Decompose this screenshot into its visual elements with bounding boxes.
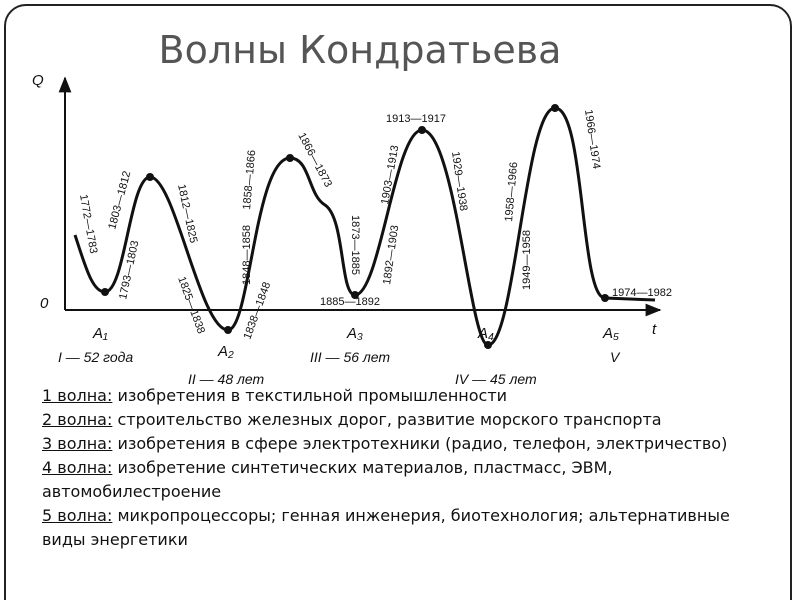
slide-title: Волны Кондратьева: [158, 28, 562, 72]
wave-list: 1 волна: изобретения в текстильной промы…: [42, 384, 762, 552]
item-text: изобретения в текстильной промышленности: [117, 386, 508, 405]
origin-label: 0: [40, 295, 49, 312]
point-label: A₁: [92, 325, 108, 342]
list-item: 2 волна: строительство железных дорог, р…: [42, 408, 762, 432]
date-label: 1866—1873: [295, 131, 334, 190]
item-text: микропроцессоры; генная инженерия, биоте…: [42, 506, 730, 549]
y-axis-label: Q: [32, 72, 44, 89]
curve-dots: [101, 104, 609, 349]
date-label: 1913—1917: [386, 113, 446, 125]
wave-label: II — 48 лет: [188, 371, 265, 387]
item-label: 4 волна:: [42, 458, 113, 477]
date-label: 1812—1825: [175, 183, 199, 244]
date-label: 1793—1803: [117, 239, 141, 300]
list-item: 4 волна: изобретение синтетических матер…: [42, 456, 762, 504]
date-label: 1966—1974: [582, 109, 602, 170]
item-text: строительство железных дорог, развитие м…: [117, 410, 662, 429]
slide-frame: [4, 4, 792, 600]
date-label: 1974—1982: [612, 287, 672, 299]
item-text: изобретения в сфере электротехники (ради…: [117, 434, 728, 453]
item-label: 3 волна:: [42, 434, 113, 453]
date-label: 1848—1858: [241, 225, 253, 285]
list-item: 5 волна: микропроцессоры; генная инженер…: [42, 504, 762, 552]
date-label: 1873—1885: [349, 215, 361, 275]
date-label: 1958—1966: [503, 161, 520, 222]
item-label: 1 волна:: [42, 386, 113, 405]
point-label: A₃: [346, 325, 363, 342]
list-item: 1 волна: изобретения в текстильной промы…: [42, 384, 762, 408]
wave-label: IV — 45 лет: [455, 371, 537, 387]
point-label: A₄: [477, 325, 494, 342]
item-text: изобретение синтетических материалов, пл…: [42, 458, 613, 501]
item-label: 5 волна:: [42, 506, 113, 525]
date-label: 1858—1866: [241, 149, 258, 210]
x-axis-label: t: [652, 321, 657, 338]
item-label: 2 волна:: [42, 410, 113, 429]
date-label: 1772—1783: [77, 193, 99, 254]
date-label: 1892—1903: [381, 224, 401, 285]
list-item: 3 волна: изобретения в сфере электротехн…: [42, 432, 762, 456]
wave-label: V: [610, 349, 621, 365]
wave-label: III — 56 лет: [310, 349, 390, 365]
date-label: 1885—1892: [320, 296, 380, 308]
point-label: A₅: [602, 325, 619, 342]
wave-label: I — 52 года: [58, 349, 133, 365]
point-label: A₂: [217, 343, 234, 360]
date-label: 1949—1958: [521, 230, 533, 290]
date-label: 1825—1838: [175, 275, 207, 335]
